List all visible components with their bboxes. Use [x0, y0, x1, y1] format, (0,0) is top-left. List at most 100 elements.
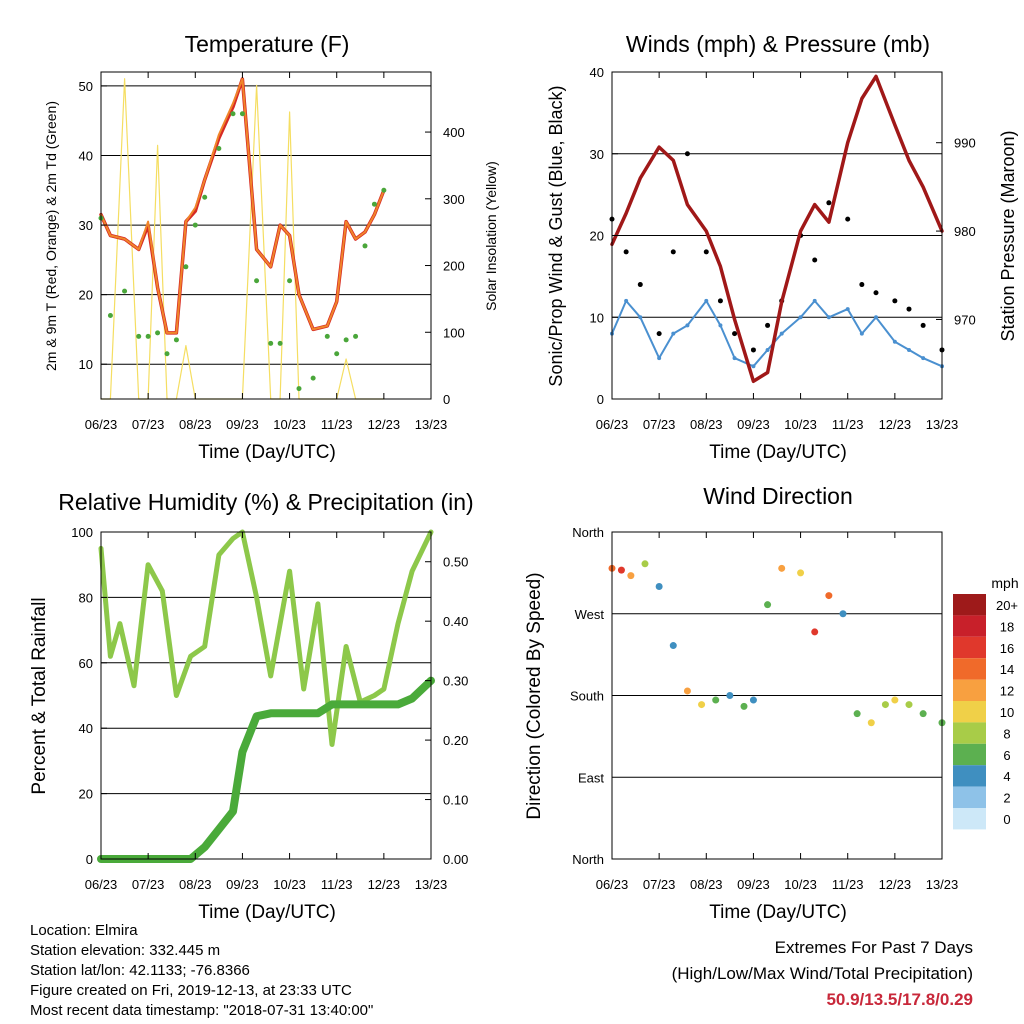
dewpoint-point	[230, 111, 236, 117]
colorbar-label: 12	[1000, 684, 1014, 699]
wind-point	[765, 347, 770, 352]
direction-point	[749, 696, 757, 704]
wind-point	[671, 331, 676, 336]
x-tick-label: 11/23	[321, 417, 353, 432]
direction-point	[811, 628, 819, 636]
x-tick-label: 08/23	[179, 417, 212, 432]
humidity-xlabel: Time (Day/UTC)	[198, 902, 336, 923]
temperature-series	[98, 77, 387, 400]
x-tick-label: 08/23	[179, 877, 212, 892]
humidity-title: Relative Humidity (%) & Precipitation (i…	[58, 489, 473, 515]
x-tick-label: 11/23	[832, 877, 864, 892]
winds-panel: Winds (mph) & Pressure (mb) 0 10 20 30 40 970…	[546, 31, 1018, 463]
wind-point	[779, 331, 784, 336]
y-tick-label: North	[572, 852, 604, 867]
gust-point	[845, 216, 851, 222]
colorbar-label: 4	[1003, 769, 1010, 784]
y-tick-label: North	[572, 525, 604, 540]
x-tick-label: 07/23	[643, 417, 676, 432]
gust-point	[656, 331, 662, 337]
y-tick-label: 40	[590, 65, 604, 80]
wind-point	[892, 339, 897, 344]
extremes-block: Extremes For Past 7 Days (High/Low/Max W…	[672, 935, 973, 1013]
colorbar-swatch	[953, 701, 986, 723]
direction-point	[617, 566, 625, 574]
y-tick-label: 30	[79, 218, 93, 233]
wind-point	[638, 315, 643, 320]
colorbar-swatch	[953, 765, 986, 787]
direction-point	[726, 692, 734, 699]
y2-tick-label: 200	[443, 259, 465, 274]
colorbar-swatch	[953, 594, 986, 616]
gust-point	[859, 282, 865, 288]
y-tick-label: 20	[590, 229, 604, 244]
wind-point	[657, 356, 662, 361]
colorbar-label: 10	[1000, 705, 1014, 720]
direction-panel: Wind Direction NorthEastSouthWestNorth06…	[524, 483, 1019, 923]
x-tick-label: 06/23	[596, 417, 629, 432]
x-tick-label: 06/23	[85, 417, 118, 432]
colorbar-swatch	[953, 615, 986, 637]
colorbar-swatch	[953, 658, 986, 680]
x-tick-label: 12/23	[368, 877, 401, 892]
y2-tick-label: 0.30	[443, 674, 468, 689]
elevation-text: Station elevation: 332.445 m	[30, 942, 221, 959]
colorbar-swatch	[953, 786, 986, 808]
direction-point	[778, 564, 786, 572]
latlon-text: Station lat/lon: 42.1133; -76.8366	[30, 962, 250, 979]
wind-point	[859, 331, 864, 336]
dewpoint-point	[192, 222, 198, 228]
y2-tick-label: 990	[954, 136, 976, 151]
y2-tick-label: 0.40	[443, 614, 468, 629]
dewpoint-point	[145, 333, 151, 339]
dewpoint-point	[155, 330, 161, 336]
direction-point	[641, 560, 649, 568]
dewpoint-point	[353, 333, 359, 339]
y2-tick-label: 970	[954, 312, 976, 327]
gust-point	[637, 282, 643, 288]
colorbar-label: 14	[1000, 662, 1014, 677]
y2-tick-label: 0.50	[443, 555, 468, 570]
x-tick-label: 13/23	[415, 417, 448, 432]
y2-tick-label: 0.20	[443, 733, 468, 748]
colorbar-title: mph	[991, 575, 1018, 591]
wind-point	[732, 356, 737, 361]
y2-tick-label: 300	[443, 192, 465, 207]
temperature-ylabel-left: 2m & 9m T (Red, Orange) & 2m Td (Green)	[43, 101, 59, 371]
gust-point	[826, 200, 832, 206]
temperature-gridlines	[101, 85, 431, 365]
x-tick-label: 12/23	[879, 417, 912, 432]
dewpoint-point	[334, 351, 340, 357]
wind-point	[921, 356, 926, 361]
y-tick-label: West	[575, 607, 605, 622]
y-tick-label: 20	[79, 288, 93, 303]
direction-gridlines	[612, 531, 942, 860]
dewpoint-point	[296, 386, 302, 392]
humidity-ylabel-left: Percent & Total Rainfall	[29, 597, 50, 794]
x-tick-label: 10/23	[273, 877, 306, 892]
y2-tick-label: 980	[954, 224, 976, 239]
wind-point	[704, 298, 709, 303]
dewpoint-point	[122, 288, 128, 294]
humidity-series	[97, 529, 435, 863]
x-tick-label: 08/23	[690, 877, 723, 892]
y-tick-label: 50	[79, 79, 93, 94]
recent-timestamp-text: Most recent data timestamp: "2018-07-31 …	[30, 1002, 374, 1019]
winds-ylabel-right: Station Pressure (Maroon)	[998, 130, 1018, 341]
wind-point	[751, 364, 756, 369]
dewpoint-point	[183, 264, 189, 270]
x-tick-label: 13/23	[415, 877, 448, 892]
x-tick-label: 12/23	[368, 417, 401, 432]
y-tick-label: South	[570, 689, 604, 704]
x-tick-label: 09/23	[226, 417, 259, 432]
x-tick-label: 06/23	[85, 877, 118, 892]
temperature-xlabel: Time (Day/UTC)	[198, 442, 336, 463]
humidity-gridlines	[101, 531, 431, 860]
colorbar-label: 8	[1003, 726, 1010, 741]
gust-point	[906, 306, 912, 312]
x-tick-label: 11/23	[321, 877, 353, 892]
wind-point	[874, 315, 878, 320]
winds-axes: 0 10 20 30 40 970 980 990 06/23 07/23 08/23 09/23 10…	[590, 65, 976, 432]
direction-title: Wind Direction	[703, 483, 853, 509]
y2-tick-label: 100	[443, 325, 465, 340]
